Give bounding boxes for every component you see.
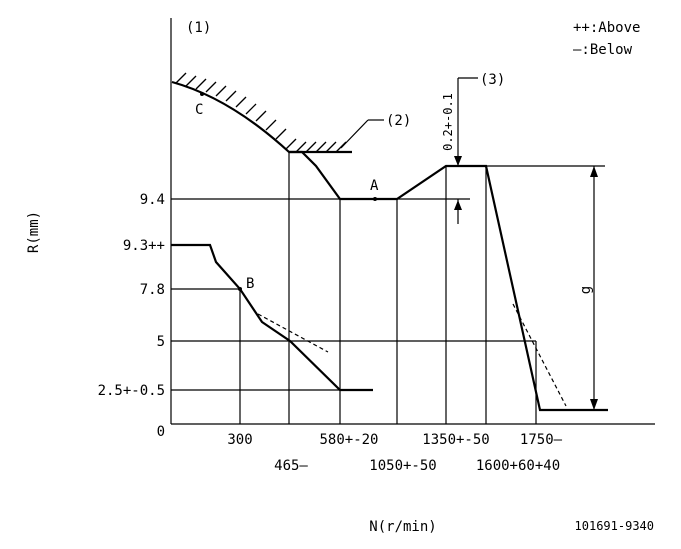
curve-upper — [289, 150, 608, 412]
dim-02-arrow-top — [454, 156, 462, 166]
x-tick-1050: 1050+-50 — [369, 458, 436, 474]
x-tick-300: 300 — [227, 432, 252, 448]
dim-g-arrow-bottom — [590, 399, 598, 410]
point-c-label: C — [195, 102, 203, 118]
dashed-cutoff — [512, 303, 567, 407]
leader-2 — [340, 119, 369, 149]
x-tick-1600: 1600+60+40 — [476, 458, 560, 474]
legend-above: ++:Above — [573, 20, 640, 36]
point-c-dot — [200, 92, 204, 96]
marker-1: (1) — [186, 20, 211, 36]
boundary-hatching — [175, 72, 347, 153]
y-tick-0: 0 — [157, 424, 165, 440]
dim-g-label: g — [578, 286, 594, 294]
y-tick-7-8: 7.8 — [140, 282, 165, 298]
curve-lower — [171, 243, 373, 392]
point-a-label: A — [370, 178, 379, 194]
point-b-dot — [238, 287, 242, 291]
dim-g-arrow-top — [590, 166, 598, 177]
y-tick-9-4: 9.4 — [140, 192, 165, 208]
doc-number: 101691-9340 — [575, 519, 654, 533]
x-tick-1750: 1750— — [520, 432, 563, 448]
marker-2: (2) — [386, 113, 411, 129]
point-b-label: B — [246, 276, 254, 292]
x-tick-1350: 1350+-50 — [422, 432, 489, 448]
y-tick-2-5: 2.5+-0.5 — [98, 383, 165, 399]
legend-below: —:Below — [573, 42, 633, 58]
x-tick-465: 465— — [274, 458, 308, 474]
y-tick-9-3: 9.3++ — [123, 238, 165, 254]
y-axis-title: R(mm) — [26, 211, 42, 253]
marker-3: (3) — [480, 72, 505, 88]
point-a-dot — [373, 197, 377, 201]
dim-02-arrow-bottom — [454, 200, 462, 210]
dashed-lower — [257, 313, 329, 353]
y-tick-5: 5 — [157, 334, 165, 350]
x-tick-580: 580+-20 — [319, 432, 378, 448]
boundary-curve — [171, 80, 352, 154]
dim-02-label: 0.2+-0.1 — [441, 93, 455, 151]
x-axis-title: N(r/min) — [369, 519, 436, 535]
